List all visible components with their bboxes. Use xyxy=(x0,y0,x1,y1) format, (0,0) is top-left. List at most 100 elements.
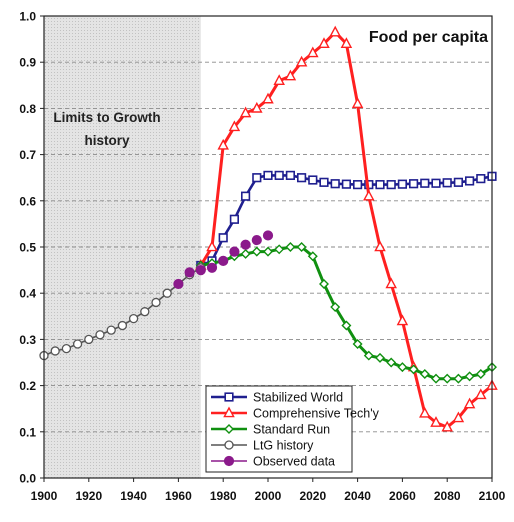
x-tick-label: 1980 xyxy=(210,489,237,503)
x-tick-label: 1900 xyxy=(31,489,58,503)
series-stabilized-world xyxy=(196,170,497,271)
data-point xyxy=(464,371,475,382)
data-point xyxy=(340,37,353,49)
data-point xyxy=(228,120,241,132)
data-point xyxy=(308,175,318,185)
data-point xyxy=(240,248,251,259)
legend: Stabilized World Comprehensive Tech'y Stan… xyxy=(205,385,380,473)
data-point xyxy=(397,179,408,189)
data-point xyxy=(285,242,296,252)
data-point xyxy=(408,179,419,189)
data-point xyxy=(263,246,273,257)
data-point xyxy=(295,55,308,67)
data-point xyxy=(262,92,274,104)
data-point xyxy=(374,240,386,252)
x-tick-label: 2000 xyxy=(255,489,282,503)
data-point xyxy=(251,101,263,113)
data-point xyxy=(319,278,329,289)
data-point xyxy=(263,170,273,180)
y-tick-label: 0.6 xyxy=(19,194,36,208)
data-point xyxy=(453,177,464,187)
data-point xyxy=(351,97,364,109)
data-point xyxy=(241,191,251,201)
data-point xyxy=(385,277,397,289)
data-point xyxy=(419,406,431,418)
legend-label: Standard Run xyxy=(253,423,330,437)
data-point xyxy=(475,388,487,400)
data-point xyxy=(375,180,385,190)
shaded-region-label-line-1: Limits to Growth xyxy=(53,110,160,125)
data-point xyxy=(431,178,441,188)
data-point xyxy=(442,373,453,384)
data-point xyxy=(341,320,352,331)
data-point xyxy=(162,288,172,298)
data-point xyxy=(386,357,397,368)
y-tick-label: 0.3 xyxy=(19,333,36,347)
data-point xyxy=(330,302,341,313)
data-point xyxy=(464,176,475,186)
data-point xyxy=(251,234,262,246)
legend-swatch-marker xyxy=(224,392,234,402)
data-point xyxy=(95,330,105,340)
data-point xyxy=(452,411,465,423)
data-point xyxy=(240,239,251,250)
data-point xyxy=(341,179,352,189)
data-point xyxy=(273,74,285,85)
data-point xyxy=(72,339,83,349)
data-point xyxy=(352,180,363,190)
y-tick-label: 0.2 xyxy=(19,379,36,393)
x-tick-label: 2040 xyxy=(344,489,371,503)
data-point xyxy=(441,420,453,432)
data-point xyxy=(475,369,486,380)
data-point xyxy=(363,189,375,201)
data-point xyxy=(184,267,195,278)
data-point xyxy=(218,233,228,243)
data-point xyxy=(217,138,229,150)
chart-title: Food per capita xyxy=(369,29,488,46)
data-point xyxy=(284,69,297,81)
series-observed-data xyxy=(173,230,274,290)
legend-swatch-marker xyxy=(224,440,234,450)
data-point xyxy=(431,373,441,384)
data-point xyxy=(229,214,240,224)
y-tick-label: 0.1 xyxy=(19,425,36,439)
x-tick-label: 2100 xyxy=(479,489,506,503)
y-tick-label: 0.4 xyxy=(19,287,36,301)
data-point xyxy=(352,339,363,350)
data-point xyxy=(206,240,218,252)
data-point xyxy=(128,313,139,324)
data-point xyxy=(274,170,284,180)
data-point xyxy=(442,178,452,188)
x-tick-label: 2080 xyxy=(434,489,461,503)
legend-label: Stabilized World xyxy=(253,391,343,405)
data-point xyxy=(285,170,296,180)
legend-swatch-marker xyxy=(223,406,235,418)
y-tick-label: 1.0 xyxy=(19,10,36,24)
data-point xyxy=(173,278,184,290)
data-point xyxy=(229,246,240,257)
data-point xyxy=(420,178,430,188)
data-point xyxy=(476,174,486,184)
data-point xyxy=(252,173,262,183)
data-point xyxy=(296,242,307,252)
data-point xyxy=(329,25,341,37)
data-point xyxy=(307,251,318,262)
data-point xyxy=(330,179,340,189)
x-tick-label: 1940 xyxy=(120,489,147,503)
legend-swatch-marker xyxy=(224,424,234,434)
data-point xyxy=(375,352,385,363)
legend-swatch-marker xyxy=(223,455,235,467)
data-point xyxy=(307,46,319,58)
y-tick-label: 0.0 xyxy=(19,472,36,486)
data-point xyxy=(386,180,396,190)
data-point xyxy=(397,362,408,373)
data-point xyxy=(453,373,464,384)
data-point xyxy=(218,255,229,266)
data-point xyxy=(463,397,476,409)
data-point xyxy=(140,307,150,317)
x-tick-label: 1920 xyxy=(75,489,102,503)
x-tick-label: 2020 xyxy=(299,489,326,503)
data-point xyxy=(318,37,330,49)
data-point xyxy=(262,230,274,241)
